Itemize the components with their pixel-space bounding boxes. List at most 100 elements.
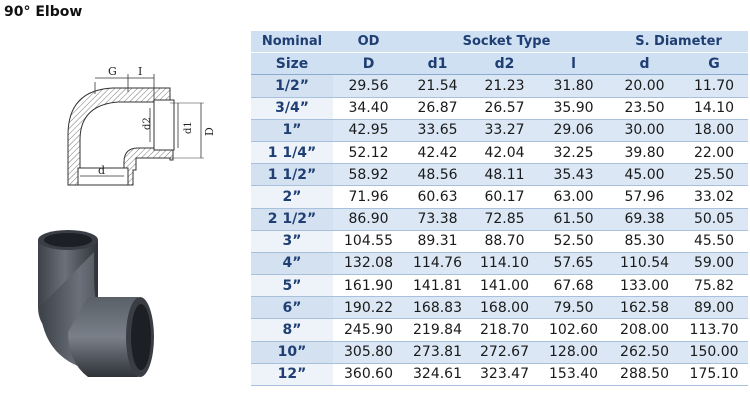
table-cell: 273.81: [404, 341, 471, 364]
header-s-diameter: S. Diameter: [609, 31, 749, 54]
table-cell: 141.81: [404, 274, 471, 298]
table-cell-size: 2”: [251, 185, 333, 209]
table-cell: 58.92: [333, 163, 404, 187]
table-cell: 262.50: [609, 341, 681, 364]
table-cell: 85.30: [609, 230, 681, 253]
table-cell: 190.22: [333, 296, 404, 320]
table-cell: 25.50: [680, 163, 749, 187]
table-cell: 168.83: [404, 296, 471, 320]
table-cell: 39.80: [609, 141, 681, 165]
table-cell: 48.56: [404, 163, 471, 187]
table-cell: 305.80: [333, 341, 404, 364]
label-d2: d2: [142, 117, 153, 130]
table-cell: 11.70: [680, 74, 749, 98]
table-cell-size: 10”: [251, 341, 333, 364]
table-cell: 26.57: [471, 97, 538, 120]
table-row: 1” 42.95 33.65 33.27 29.06 30.00 18.00: [251, 119, 749, 142]
table-cell: 86.90: [333, 208, 404, 231]
table-cell: 33.02: [680, 185, 749, 209]
table-cell: 323.47: [471, 363, 538, 387]
table-row: 3/4” 34.40 26.87 26.57 35.90 23.50 14.10: [251, 97, 749, 120]
table-cell: 219.84: [404, 318, 471, 342]
table-cell: 34.40: [333, 97, 404, 120]
table-cell: 161.90: [333, 274, 404, 298]
table-cell: 88.70: [471, 230, 538, 253]
table-row: 10” 305.80 273.81 272.67 128.00 262.50 150.00: [251, 341, 749, 364]
table-row: 12” 360.60 324.61 323.47 153.40 288.50 175.10: [251, 363, 749, 387]
page-title: 90° Elbow: [4, 4, 83, 20]
elbow-technical-drawing: G I d2 d1 D d: [67, 65, 216, 186]
table-cell: 79.50: [538, 296, 610, 320]
table-cell: 288.50: [609, 363, 681, 387]
table-cell: 29.06: [538, 119, 610, 142]
table-cell: 57.96: [609, 185, 681, 209]
label-d1: d1: [183, 121, 194, 134]
table-cell: 141.00: [471, 274, 538, 298]
table-cell-size: 3/4”: [251, 97, 333, 120]
table-cell: 21.54: [404, 74, 471, 98]
table-row: 8” 245.90 219.84 218.70 102.60 208.00 113.70: [251, 318, 749, 342]
table-row: 2” 71.96 60.63 60.17 63.00 57.96 33.02: [251, 185, 749, 209]
label-d: d: [98, 164, 105, 177]
table-cell-size: 12”: [251, 363, 333, 387]
table-cell: 245.90: [333, 318, 404, 342]
table-cell: 52.50: [538, 230, 610, 253]
table-cell: 50.05: [680, 208, 749, 231]
table-cell: 42.95: [333, 119, 404, 142]
table-cell: 73.38: [404, 208, 471, 231]
table-cell: 133.00: [609, 274, 681, 298]
table-cell: 59.00: [680, 252, 749, 276]
table-cell: 42.42: [404, 141, 471, 165]
table-cell: 63.00: [538, 185, 610, 209]
table-cell: 132.08: [333, 252, 404, 276]
table-cell-size: 1/2”: [251, 74, 333, 98]
col-header-d: d: [609, 52, 681, 76]
col-header-G: G: [680, 52, 749, 76]
table-cell: 168.00: [471, 296, 538, 320]
elbow-product-image: [38, 230, 154, 377]
table-cell: 89.31: [404, 230, 471, 253]
col-header-size: Size: [251, 52, 333, 76]
table-cell: 75.82: [680, 274, 749, 298]
col-header-d1: d1: [404, 52, 471, 76]
table-cell: 60.63: [404, 185, 471, 209]
table-row: 4” 132.08 114.76 114.10 57.65 110.54 59.00: [251, 252, 749, 276]
table-cell: 104.55: [333, 230, 404, 253]
table-cell: 218.70: [471, 318, 538, 342]
table-row: 2 1/2” 86.90 73.38 72.85 61.50 69.38 50.05: [251, 208, 749, 231]
table-row: 5” 161.90 141.81 141.00 67.68 133.00 75.82: [251, 274, 749, 298]
table-cell: 102.60: [538, 318, 610, 342]
table-cell: 48.11: [471, 163, 538, 187]
table-cell: 162.58: [609, 296, 681, 320]
table-cell: 21.23: [471, 74, 538, 98]
col-header-d2: d2: [471, 52, 538, 76]
table-cell-size: 6”: [251, 296, 333, 320]
table-cell: 67.68: [538, 274, 610, 298]
table-cell-size: 3”: [251, 230, 333, 253]
table-cell: 45.00: [609, 163, 681, 187]
table-row: 1 1/4” 52.12 42.42 42.04 32.25 39.80 22.00: [251, 141, 749, 165]
table-cell: 72.85: [471, 208, 538, 231]
table-cell: 18.00: [680, 119, 749, 142]
table-cell: 360.60: [333, 363, 404, 387]
label-G: G: [108, 65, 117, 78]
table-cell-size: 4”: [251, 252, 333, 276]
table-row: 3” 104.55 89.31 88.70 52.50 85.30 45.50: [251, 230, 749, 253]
table-cell-size: 2 1/2”: [251, 208, 333, 231]
table-cell: 45.50: [680, 230, 749, 253]
label-I: I: [138, 65, 142, 78]
table-cell: 89.00: [680, 296, 749, 320]
table-cell: 113.70: [680, 318, 749, 342]
label-D: D: [203, 127, 216, 136]
table-cell: 23.50: [609, 97, 681, 120]
table-cell: 29.56: [333, 74, 404, 98]
table-cell: 57.65: [538, 252, 610, 276]
table-cell: 26.87: [404, 97, 471, 120]
table-cell-size: 1 1/4”: [251, 141, 333, 165]
table-cell: 31.80: [538, 74, 610, 98]
table-cell: 208.00: [609, 318, 681, 342]
table-cell: 22.00: [680, 141, 749, 165]
table-row: 1/2” 29.56 21.54 21.23 31.80 20.00 11.70: [251, 74, 749, 98]
table-cell: 69.38: [609, 208, 681, 231]
table-cell: 35.90: [538, 97, 610, 120]
